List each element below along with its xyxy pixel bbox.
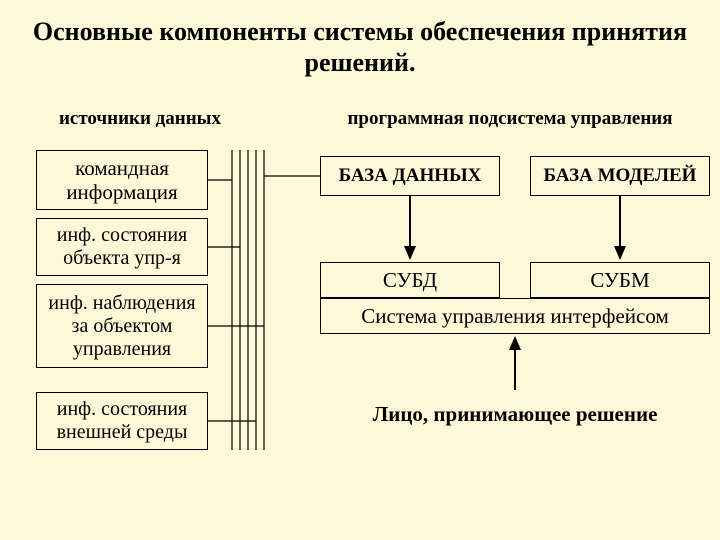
subsystem-box-db: БАЗА ДАННЫХ — [320, 156, 500, 196]
left-column-header: источники данных — [40, 108, 240, 130]
source-box-obj-state: инф. состояния объекта упр-я — [36, 218, 208, 276]
diagram-canvas: Основные компоненты системы обеспечения … — [0, 0, 720, 540]
subsystem-box-dmaker: Лицо, принимающее решение — [320, 394, 710, 434]
page-title: Основные компоненты системы обеспечения … — [0, 16, 720, 78]
right-column-header: программная подсистема управления — [310, 108, 710, 130]
subsystem-box-subd: СУБД — [320, 262, 500, 298]
subsystem-box-mb: БАЗА МОДЕЛЕЙ — [530, 156, 710, 196]
source-box-env-state: инф. состояния внешней среды — [36, 392, 208, 450]
subsystem-box-subm: СУБМ — [530, 262, 710, 298]
source-box-cmd-info: командная информация — [36, 150, 208, 210]
source-box-obs: инф. наблюдения за объектом управления — [36, 284, 208, 368]
subsystem-box-ifsys: Система управления интерфейсом — [320, 298, 710, 334]
